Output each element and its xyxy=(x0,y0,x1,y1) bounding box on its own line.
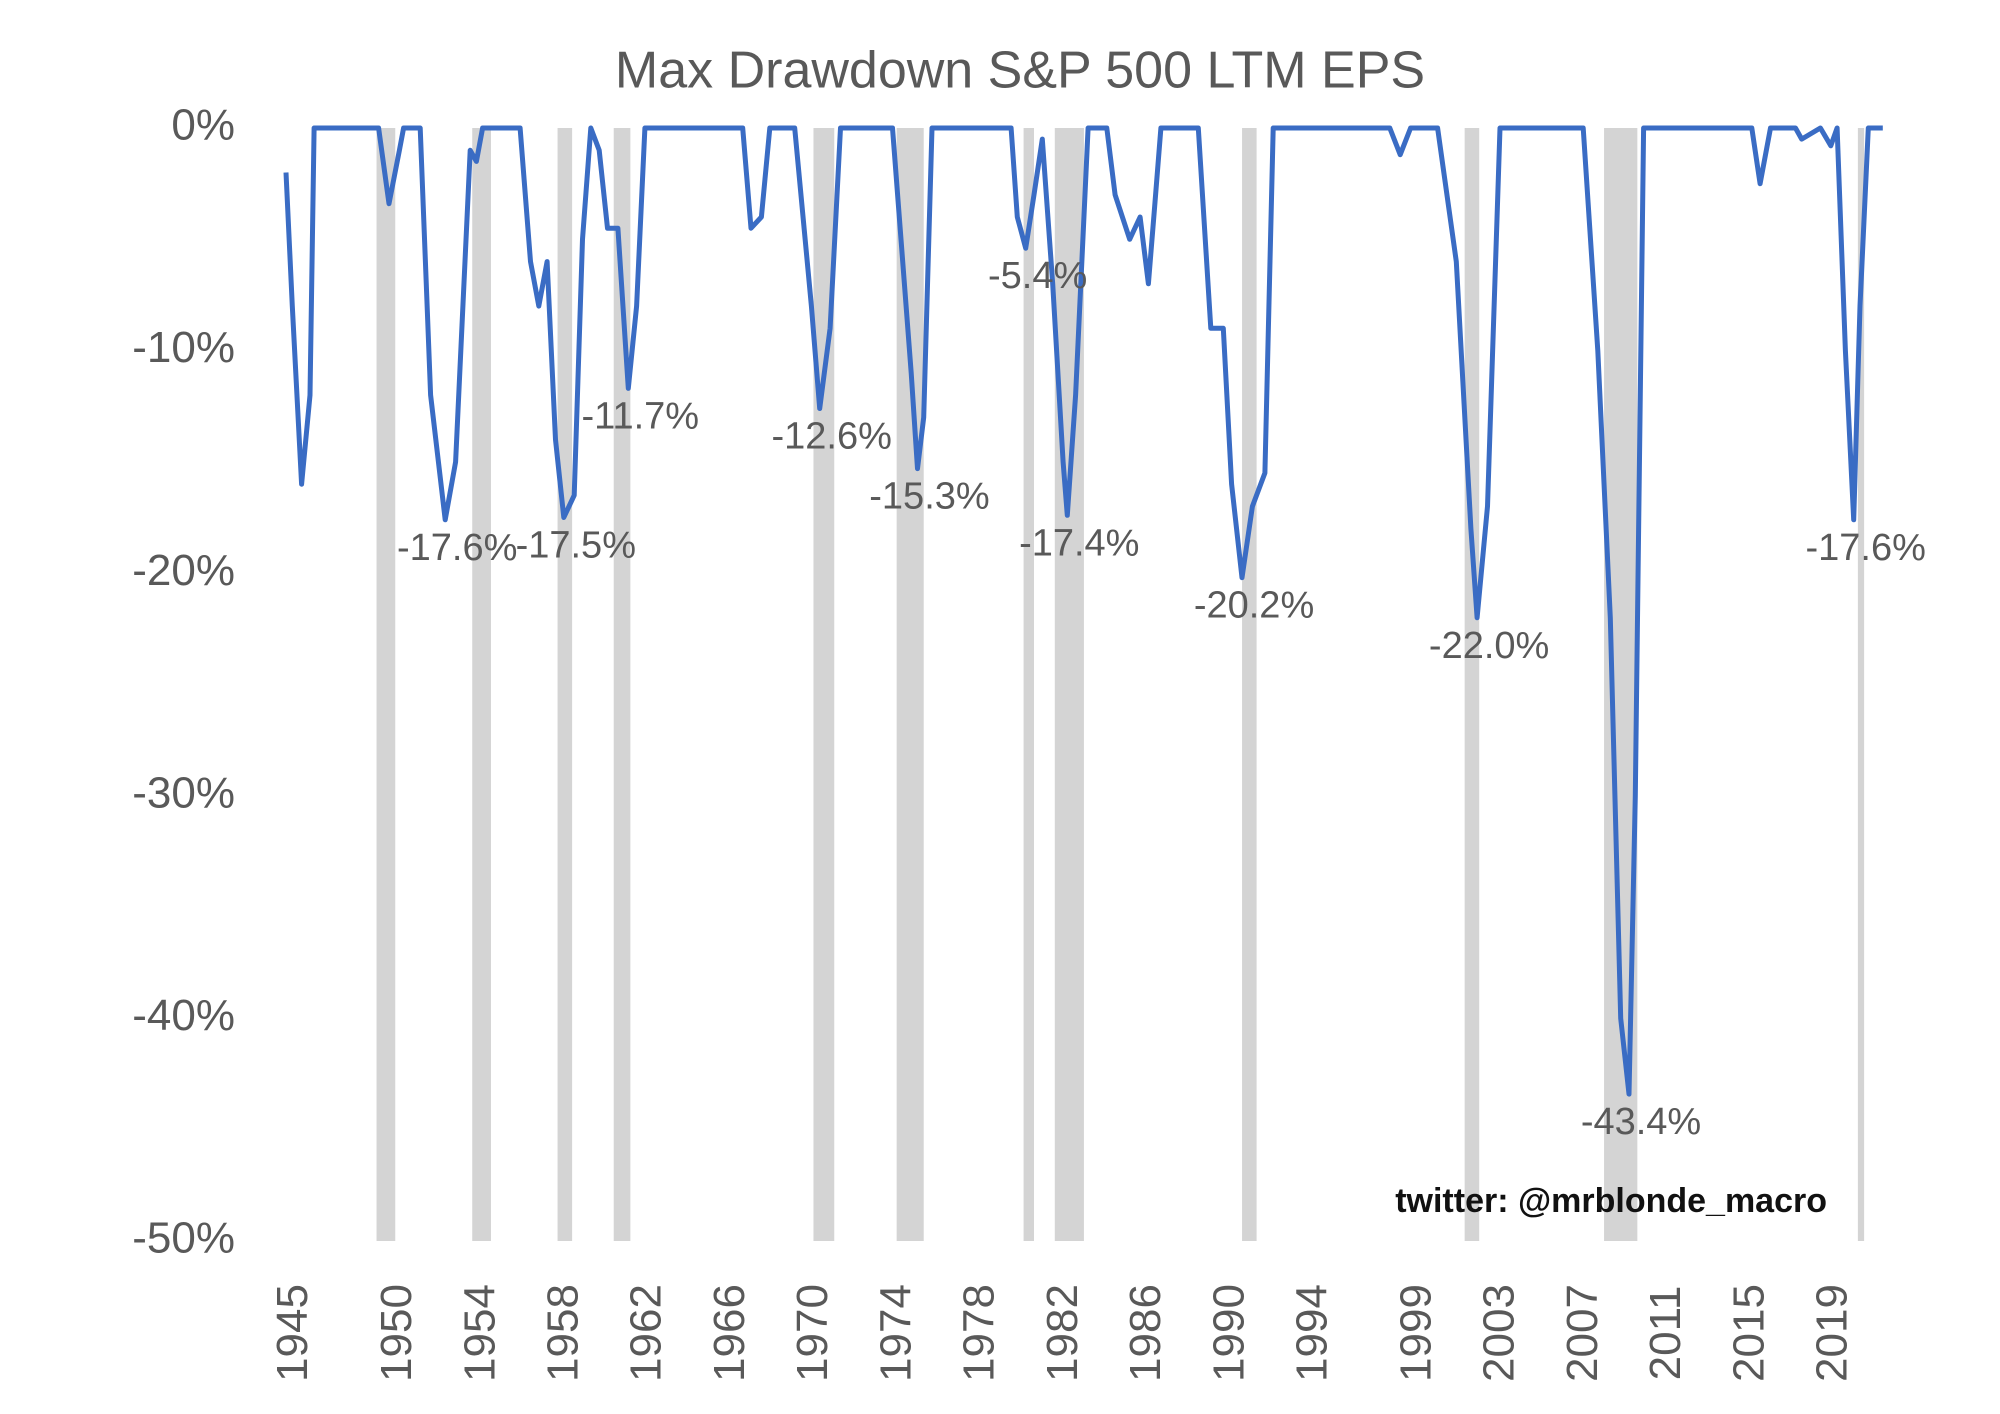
recession-band xyxy=(613,128,631,1241)
recession-band xyxy=(1023,128,1034,1241)
recession-band xyxy=(557,128,573,1241)
x-tick-label: 2015 xyxy=(1724,1284,1773,1382)
x-tick-label: 1950 xyxy=(372,1284,421,1382)
x-tick-label: 1970 xyxy=(788,1284,837,1382)
x-tick-label: 1958 xyxy=(538,1284,587,1382)
x-tick-label: 1945 xyxy=(268,1284,317,1382)
y-tick-label: -50% xyxy=(132,1214,235,1263)
x-tick-label: 2011 xyxy=(1641,1286,1690,1381)
y-tick-label: -40% xyxy=(132,991,235,1040)
data-label: -43.4% xyxy=(1581,1101,1701,1143)
data-label: -5.4% xyxy=(988,255,1087,297)
x-tick-label: 1966 xyxy=(705,1284,754,1382)
x-tick-label: 1978 xyxy=(955,1284,1004,1382)
x-tick-label: 1974 xyxy=(871,1284,920,1382)
y-tick-label: 0% xyxy=(171,101,235,150)
x-tick-label: 1986 xyxy=(1121,1284,1170,1382)
y-tick-label: -10% xyxy=(132,323,235,372)
recession-band xyxy=(1464,128,1480,1241)
x-tick-label: 2019 xyxy=(1808,1284,1857,1382)
source-note: twitter: @mrblonde_macro xyxy=(1395,1182,1827,1220)
x-tick-label: 1999 xyxy=(1392,1284,1441,1382)
chart-title: Max Drawdown S&P 500 LTM EPS xyxy=(615,42,1425,100)
recession-band xyxy=(1857,128,1865,1241)
data-label: -11.7% xyxy=(581,395,699,437)
data-label: -17.6% xyxy=(397,527,517,569)
data-label: -15.3% xyxy=(869,476,989,518)
data-label: -17.4% xyxy=(1019,522,1139,564)
data-label: -22.0% xyxy=(1429,625,1549,667)
data-label: -17.6% xyxy=(1806,527,1926,569)
y-tick-label: -30% xyxy=(132,768,235,817)
x-tick-label: 1954 xyxy=(455,1284,504,1382)
x-tick-label: 1990 xyxy=(1204,1284,1253,1382)
x-tick-label: 1994 xyxy=(1287,1284,1336,1382)
data-label: -20.2% xyxy=(1194,585,1314,627)
recession-band xyxy=(376,128,396,1241)
recession-band xyxy=(1604,128,1638,1241)
x-tick-label: 1982 xyxy=(1038,1284,1087,1382)
data-label: -17.5% xyxy=(516,525,636,567)
drawdown-line xyxy=(283,125,1883,1097)
x-tick-label: 2003 xyxy=(1475,1284,1524,1382)
recession-band xyxy=(1242,128,1257,1241)
recession-band xyxy=(472,128,491,1241)
y-tick-label: -20% xyxy=(132,546,235,595)
x-tick-label: 2007 xyxy=(1558,1284,1607,1382)
data-label: -12.6% xyxy=(771,416,891,458)
recession-band xyxy=(896,128,924,1241)
x-tick-label: 1962 xyxy=(622,1284,671,1382)
